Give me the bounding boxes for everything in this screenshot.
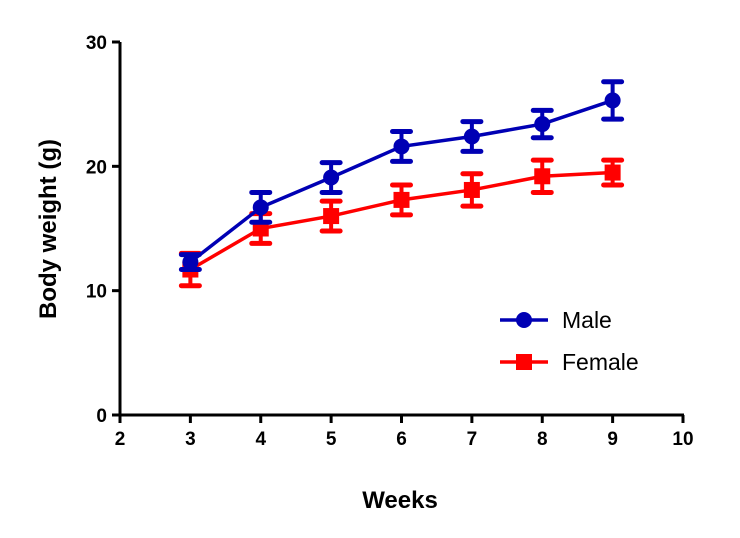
- data-point: [534, 116, 551, 133]
- x-tick-label: 7: [467, 429, 478, 450]
- data-point: [463, 128, 480, 145]
- y-tick-label: 10: [86, 282, 107, 303]
- data-point: [604, 164, 621, 181]
- series-male: [178, 79, 625, 273]
- legend-item-male: Male: [500, 307, 612, 333]
- data-point: [393, 191, 410, 208]
- legend-label: Female: [562, 349, 639, 375]
- x-tick-label: 2: [115, 429, 126, 450]
- legend-marker: [516, 312, 532, 328]
- data-point: [604, 92, 621, 109]
- x-axis-label: Weeks: [362, 487, 438, 514]
- data-point: [393, 138, 410, 155]
- x-tick-label: 4: [255, 429, 266, 450]
- axes: 2 3 4 5 6 7 8 9 10 0 10 20 30: [86, 33, 694, 450]
- x-tick-label: 5: [326, 429, 337, 450]
- data-point: [182, 254, 199, 271]
- y-axis-label: Body weight (g): [35, 139, 62, 319]
- x-tick-label: 9: [607, 429, 618, 450]
- legend: Male Female: [500, 307, 639, 375]
- data-point: [323, 208, 340, 225]
- y-tick-label: 20: [86, 157, 107, 178]
- legend-label: Male: [562, 307, 612, 333]
- x-tick-label: 10: [672, 429, 693, 450]
- plot-area: [178, 79, 625, 289]
- data-point: [463, 181, 480, 198]
- data-point: [323, 169, 340, 186]
- x-tick-label: 6: [396, 429, 407, 450]
- x-tick-label: 8: [537, 429, 548, 450]
- legend-marker: [516, 354, 532, 370]
- legend-item-female: Female: [500, 349, 639, 375]
- y-tick-label: 0: [96, 406, 107, 427]
- data-point: [534, 168, 551, 185]
- data-point: [252, 199, 269, 216]
- series-female: [178, 157, 625, 289]
- y-tick-label: 30: [86, 33, 107, 54]
- x-tick-label: 3: [185, 429, 196, 450]
